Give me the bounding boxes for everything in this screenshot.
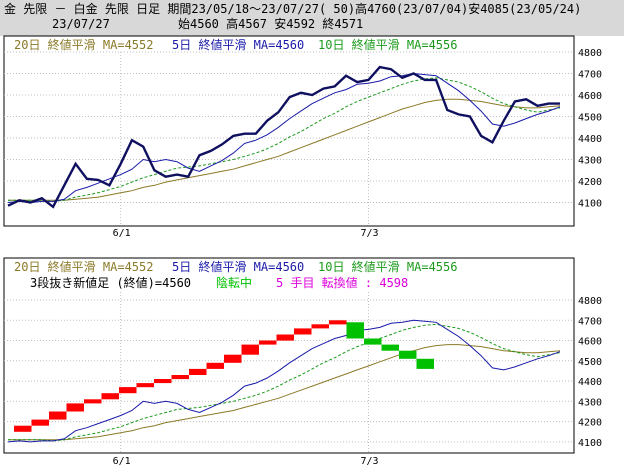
y-tick-label: 4400	[578, 134, 602, 145]
up-brick	[294, 328, 312, 335]
y-tick-label: 4800	[578, 296, 602, 307]
series-line-5d	[7, 319, 561, 443]
sanbon-panel-x-ticks: 6/1 7/3	[113, 456, 379, 467]
y-tick-label: 4500	[578, 357, 602, 368]
sanbon-panel-y-ticks: 4100 4200 4300 4400 4500 4600 4700 4800	[578, 296, 602, 449]
series-line-20d	[8, 98, 561, 201]
series-line-20d	[8, 344, 561, 441]
price-panel-series	[7, 65, 561, 209]
legend2-ma20: 20日 終値平滑 MA=4552	[14, 259, 153, 274]
y-tick-label: 4100	[578, 199, 602, 210]
legend-ma10-label: 10日 終値平滑 MA=4556	[318, 37, 457, 52]
up-brick	[31, 419, 49, 426]
down-brick	[416, 358, 434, 369]
y-tick-label: 4500	[578, 113, 602, 124]
y-tick-label: 4800	[578, 48, 602, 59]
chart-header	[0, 0, 624, 36]
legend-ma10: 10日 終値平滑 MA=4556	[318, 37, 457, 52]
sanbon-close-label: 3段抜き新値足 (終値)=4560	[30, 275, 191, 290]
up-brick	[329, 320, 347, 325]
x-tick-label: 6/1	[113, 228, 131, 239]
x-tick-label: 7/3	[360, 228, 378, 239]
up-brick	[259, 340, 277, 345]
legend2-ma20-label: 20日 終値平滑 MA=4552	[14, 259, 153, 274]
sanbon-state-text: 陰転中	[216, 275, 252, 290]
up-brick	[84, 399, 102, 404]
up-brick	[171, 375, 189, 380]
price-panel-grid	[4, 51, 574, 224]
y-tick-label: 4100	[578, 438, 602, 449]
y-tick-label: 4700	[578, 70, 602, 81]
legend-ma20-label: 20日 終値平滑 MA=4552	[14, 37, 153, 52]
legend-ma5: 5日 終値平滑 MA=4560	[172, 37, 304, 52]
up-brick	[224, 354, 242, 363]
legend2-ma5-label: 5日 終値平滑 MA=4560	[172, 259, 304, 274]
down-brick	[381, 344, 399, 351]
up-brick	[241, 344, 259, 355]
up-brick	[276, 334, 294, 341]
last-date: 23/07/27	[52, 17, 110, 31]
up-brick	[49, 411, 67, 420]
y-tick-label: 4600	[578, 337, 602, 348]
sanbon-bricks	[14, 320, 434, 432]
up-brick	[14, 425, 32, 432]
legend2-ma10: 10日 終値平滑 MA=4556	[318, 259, 457, 274]
y-tick-label: 4300	[578, 397, 602, 408]
up-brick	[66, 403, 84, 412]
sanbon-state-label: 陰転中	[216, 275, 252, 290]
legend-ma20: 20日 終値平滑 MA=4552	[14, 37, 153, 52]
y-tick-label: 4200	[578, 418, 602, 429]
up-brick	[101, 393, 119, 400]
up-brick	[119, 387, 137, 394]
ohlc-summary: 始4560 高4567 安4592 終4571	[178, 17, 364, 31]
up-brick	[154, 379, 172, 384]
series-line-10d	[8, 77, 561, 202]
sanbon-reversal-text: 5 手目 転換値 : 4598	[276, 275, 408, 290]
sanbon-reversal-label: 5 手目 転換値 : 4598	[276, 275, 408, 290]
price-panel-y-ticks: 4100 4200 4300 4400 4500 4600 4700 4800	[578, 48, 602, 210]
series-line-10d	[8, 323, 561, 442]
sanbon-panel-frame	[3, 257, 575, 454]
series-line-close	[7, 65, 560, 209]
down-brick	[346, 322, 364, 339]
legend-ma5-label: 5日 終値平滑 MA=4560	[172, 37, 304, 52]
down-brick	[364, 338, 382, 345]
x-tick-label: 7/3	[360, 456, 378, 467]
series-line-5d	[7, 72, 561, 204]
y-tick-label: 4700	[578, 316, 602, 327]
y-tick-label: 4200	[578, 177, 602, 188]
x-tick-label: 6/1	[113, 456, 131, 467]
up-brick	[189, 368, 207, 375]
y-tick-label: 4400	[578, 377, 602, 388]
up-brick	[206, 362, 224, 369]
sanbon-close-text: 3段抜き新値足 (終値)=4560	[30, 275, 191, 290]
sanbon-panel-series	[7, 319, 561, 443]
price-panel-x-ticks: 6/1 7/3	[113, 228, 379, 239]
legend2-ma10-label: 10日 終値平滑 MA=4556	[318, 259, 457, 274]
y-tick-label: 4600	[578, 91, 602, 102]
up-brick	[311, 324, 329, 329]
period-summary: 金 先限 － 白金 先限 日足 期間23/05/18～23/07/27( 50)…	[4, 2, 582, 16]
down-brick	[399, 350, 417, 359]
y-tick-label: 4300	[578, 156, 602, 167]
legend2-ma5: 5日 終値平滑 MA=4560	[172, 259, 304, 274]
up-brick	[136, 383, 154, 388]
